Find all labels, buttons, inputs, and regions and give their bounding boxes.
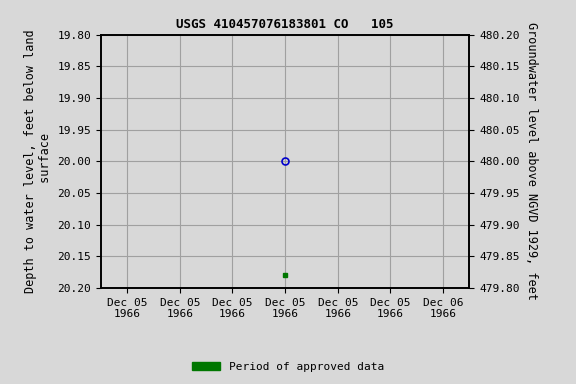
Y-axis label: Depth to water level, feet below land
 surface: Depth to water level, feet below land su… [24, 30, 52, 293]
Legend: Period of approved data: Period of approved data [188, 358, 388, 377]
Y-axis label: Groundwater level above NGVD 1929, feet: Groundwater level above NGVD 1929, feet [525, 22, 538, 300]
Title: USGS 410457076183801 CO   105: USGS 410457076183801 CO 105 [176, 18, 394, 31]
